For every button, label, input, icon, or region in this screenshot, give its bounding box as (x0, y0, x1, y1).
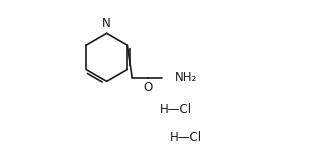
Text: O: O (143, 81, 152, 94)
Text: H—Cl: H—Cl (160, 103, 192, 116)
Text: H—Cl: H—Cl (170, 131, 202, 144)
Text: N: N (102, 17, 111, 30)
Text: NH₂: NH₂ (175, 71, 197, 84)
